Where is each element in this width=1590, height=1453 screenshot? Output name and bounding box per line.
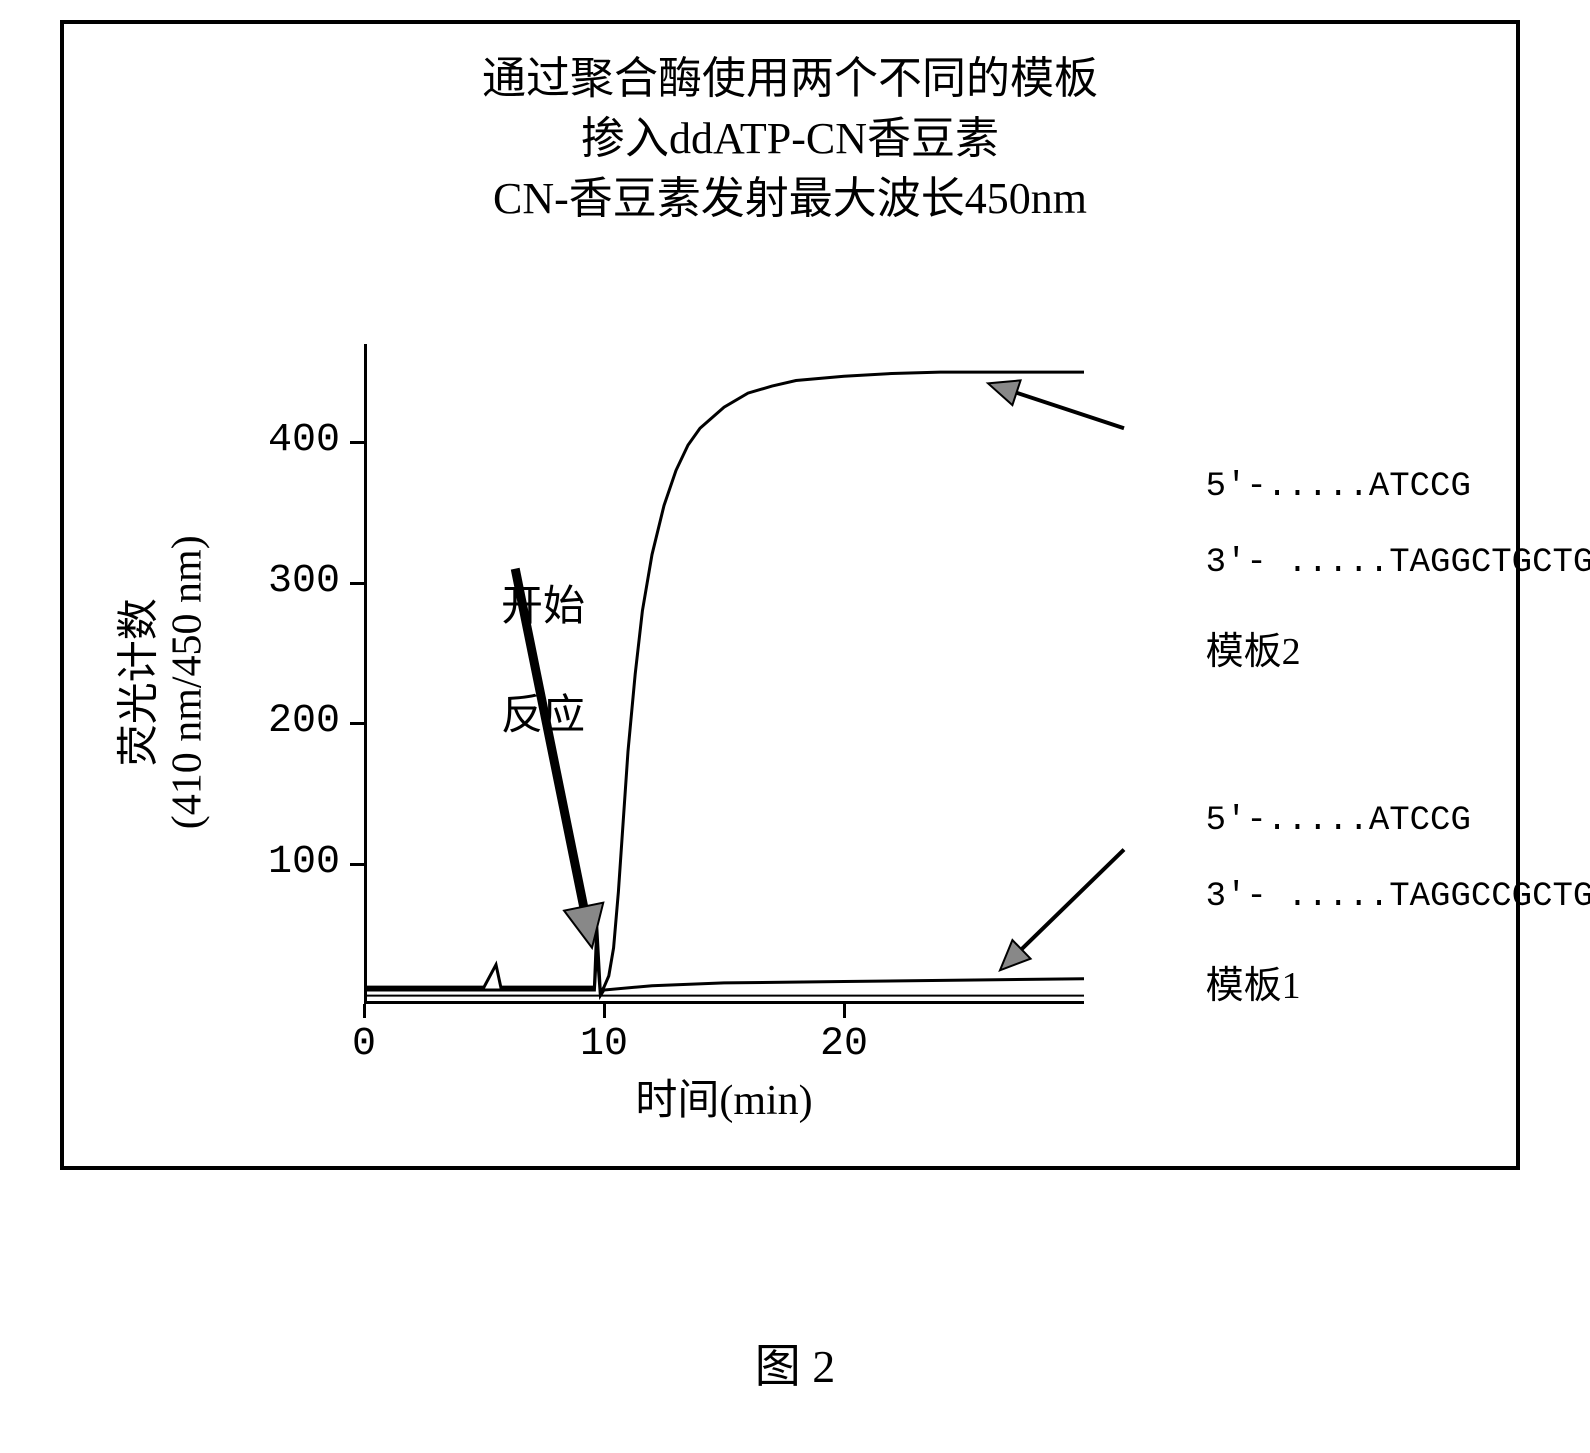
y-axis-title-l2: (410 nm/450 nm) [165, 535, 211, 829]
x-tick-label: 20 [804, 1022, 884, 1067]
arrow-template1 [1000, 850, 1124, 971]
t1-name: 模板1 [1206, 965, 1301, 1007]
title-line-3: CN-香豆素发射最大波长450nm [64, 162, 1516, 226]
template1-label: 5'-.....ATCCG 3'- .....TAGGCCGCTG 模板1 [1124, 764, 1590, 1047]
start-reaction-l2: 反应 [501, 693, 585, 739]
y-tick [350, 441, 364, 444]
start-reaction-label: 开始 反应 [459, 524, 585, 790]
x-tick [843, 1004, 846, 1018]
t2-seq1: 5'-.....ATCCG [1206, 468, 1471, 506]
x-tick [363, 1004, 366, 1018]
template2-label: 5'-.....ATCCG 3'- .....TAGGCTGCTG 模板2 [1124, 430, 1590, 713]
y-tick [350, 722, 364, 725]
title-line-2: 掺入ddATP-CN香豆素 [64, 102, 1516, 166]
y-tick [350, 582, 364, 585]
t1-seq2: 3'- .....TAGGCCGCTG [1206, 878, 1590, 916]
t1-seq1: 5'-.....ATCCG [1206, 802, 1471, 840]
t2-name: 模板2 [1206, 631, 1301, 673]
x-axis-title: 时间(min) [364, 1066, 1084, 1127]
start-reaction-l1: 开始 [501, 584, 585, 630]
y-tick-label: 200 [240, 699, 340, 744]
x-tick-label: 10 [564, 1022, 644, 1067]
chart-frame: 通过聚合酶使用两个不同的模板 掺入ddATP-CN香豆素 CN-香豆素发射最大波… [60, 20, 1520, 1170]
title-line-1: 通过聚合酶使用两个不同的模板 [64, 42, 1516, 106]
x-tick [603, 1004, 606, 1018]
arrow-template2 [988, 380, 1124, 428]
x-tick-label: 0 [324, 1022, 404, 1067]
y-tick-label: 100 [240, 840, 340, 885]
y-tick-label: 400 [240, 418, 340, 463]
y-axis-title: 荧光计数 (410 nm/450 nm) [116, 382, 213, 982]
y-tick [350, 863, 364, 866]
y-tick-label: 300 [240, 559, 340, 604]
figure-caption: 图 2 [0, 1330, 1590, 1396]
t2-seq2: 3'- .....TAGGCTGCTG [1206, 544, 1590, 582]
y-axis-title-l1: 荧光计数 [117, 598, 163, 766]
